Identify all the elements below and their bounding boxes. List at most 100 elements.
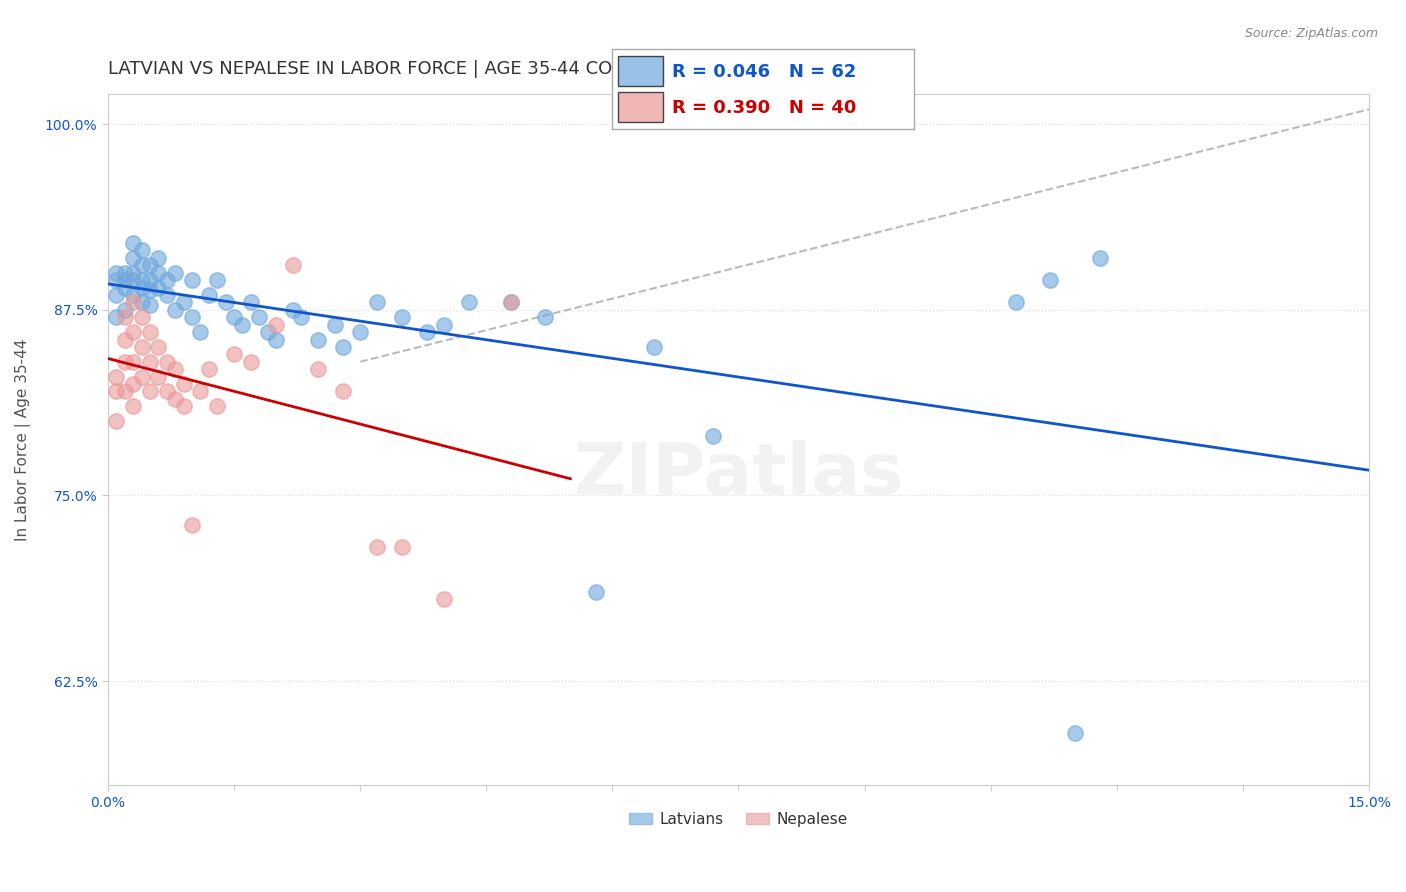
Point (222, 347, 245, 361)
Point (1005, 295, 1028, 310)
Point (1063, 726, 1085, 740)
Point (114, 333, 136, 347)
Point (281, 302, 304, 317)
Point (366, 541, 388, 555)
Point (207, 273, 229, 287)
Point (131, 295, 153, 310)
Point (114, 266, 136, 280)
Point (391, 310, 413, 325)
Point (122, 235, 145, 250)
Text: ZIPatlas: ZIPatlas (574, 440, 904, 508)
Point (131, 340, 153, 354)
Point (281, 258, 304, 272)
Point (139, 258, 162, 272)
Point (366, 295, 388, 310)
Point (264, 318, 287, 332)
Point (122, 355, 145, 369)
Point (247, 310, 270, 325)
Point (231, 318, 253, 332)
Point (122, 325, 145, 339)
Y-axis label: In Labor Force | Age 35-44: In Labor Force | Age 35-44 (15, 339, 31, 541)
Point (391, 541, 413, 555)
Point (214, 295, 236, 310)
Point (264, 333, 287, 347)
Point (207, 400, 229, 414)
Point (181, 273, 204, 287)
Point (148, 340, 170, 354)
Point (105, 414, 128, 428)
Point (114, 310, 136, 325)
Point (433, 318, 456, 332)
Point (139, 273, 162, 287)
Point (198, 288, 221, 302)
Point (256, 325, 278, 339)
Point (139, 355, 162, 369)
Point (122, 266, 145, 280)
Point (156, 384, 179, 399)
Point (122, 400, 145, 414)
Point (534, 310, 557, 325)
Point (239, 295, 262, 310)
Point (181, 310, 204, 325)
Point (131, 310, 153, 325)
Point (190, 384, 212, 399)
Point (122, 377, 145, 392)
Point (290, 310, 312, 325)
Point (122, 288, 145, 302)
Point (323, 318, 346, 332)
FancyBboxPatch shape (617, 56, 664, 86)
Point (122, 251, 145, 265)
Point (122, 273, 145, 287)
Point (702, 429, 724, 443)
Point (156, 288, 179, 302)
Point (156, 355, 179, 369)
Point (332, 384, 354, 399)
Point (148, 369, 170, 384)
Point (501, 295, 523, 310)
Point (131, 244, 153, 258)
Point (165, 302, 187, 317)
Point (105, 310, 128, 325)
Point (165, 362, 187, 376)
Point (148, 280, 170, 294)
Point (307, 333, 329, 347)
Point (222, 310, 245, 325)
Point (239, 355, 262, 369)
Point (349, 325, 371, 339)
Point (148, 266, 170, 280)
Text: R = 0.390   N = 40: R = 0.390 N = 40 (672, 99, 856, 117)
Point (131, 369, 153, 384)
Point (105, 384, 128, 399)
Point (148, 251, 170, 265)
Point (139, 384, 162, 399)
Point (173, 400, 195, 414)
Point (105, 288, 128, 302)
Point (122, 295, 145, 310)
Point (501, 295, 523, 310)
Point (307, 362, 329, 376)
Point (114, 280, 136, 294)
Point (198, 362, 221, 376)
Point (114, 273, 136, 287)
Point (131, 258, 153, 272)
Point (114, 355, 136, 369)
Text: R = 0.046   N = 62: R = 0.046 N = 62 (672, 62, 856, 80)
FancyBboxPatch shape (617, 93, 664, 122)
Point (105, 369, 128, 384)
Point (1038, 273, 1060, 287)
Point (332, 340, 354, 354)
Point (181, 518, 204, 533)
Point (131, 280, 153, 294)
Point (139, 298, 162, 312)
Point (433, 592, 456, 607)
Point (643, 340, 665, 354)
Point (105, 266, 128, 280)
Point (131, 273, 153, 287)
Point (139, 284, 162, 298)
Text: LATVIAN VS NEPALESE IN LABOR FORCE | AGE 35-44 CORRELATION CHART: LATVIAN VS NEPALESE IN LABOR FORCE | AGE… (108, 60, 780, 78)
Text: Source: ZipAtlas.com: Source: ZipAtlas.com (1244, 27, 1378, 40)
Point (165, 266, 187, 280)
Point (416, 325, 439, 339)
Point (114, 302, 136, 317)
Legend: Latvians, Nepalese: Latvians, Nepalese (623, 805, 855, 833)
